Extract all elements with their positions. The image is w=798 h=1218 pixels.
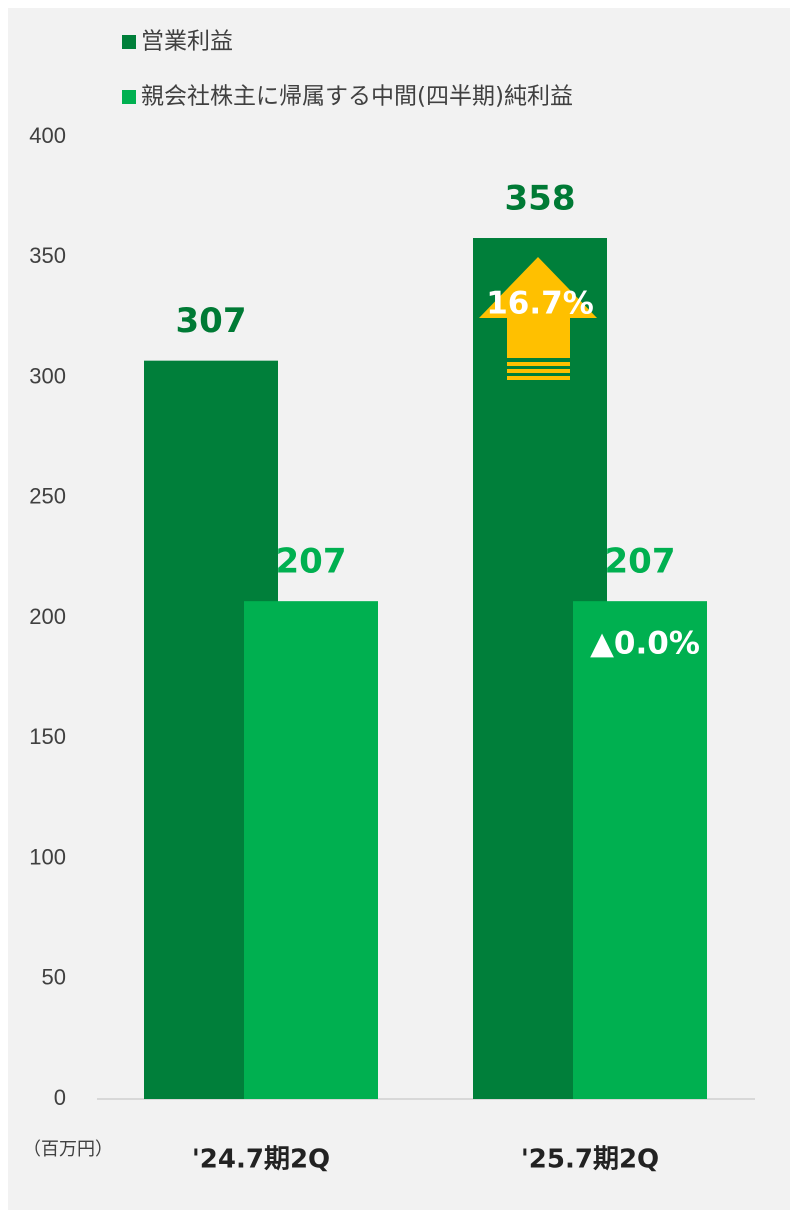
y-tick-label: 350 [29, 243, 66, 268]
x-tick-label: '25.7期2Q [521, 1145, 659, 1175]
y-tick-label: 150 [29, 724, 66, 749]
data-label: 358 [505, 179, 576, 219]
y-tick-label: 0 [54, 1085, 66, 1110]
legend-label: 営業利益 [141, 29, 233, 55]
y-tick-label: 400 [29, 123, 66, 148]
bar [244, 601, 378, 1099]
y-tick-label: 50 [42, 965, 66, 990]
legend-label: 親会社株主に帰属する中間(四半期)純利益 [141, 84, 573, 110]
arrow-stripe [507, 362, 570, 366]
data-label: 207 [276, 542, 347, 582]
bar [573, 601, 707, 1099]
arrow-body [479, 257, 597, 358]
x-tick-label: '24.7期2Q [192, 1145, 330, 1175]
annotation: 16.7% [486, 286, 594, 322]
y-tick-label: 300 [29, 363, 66, 388]
arrow-stripe [507, 369, 570, 373]
data-label: 307 [176, 301, 247, 341]
annotation: ▲0.0% [590, 626, 700, 662]
arrow-stripe [507, 376, 570, 380]
unit-label: （百万円） [23, 1139, 113, 1160]
legend-swatch [122, 35, 136, 49]
y-tick-label: 100 [29, 844, 66, 869]
increase-arrow [479, 257, 597, 380]
data-label: 207 [605, 542, 676, 582]
y-tick-label: 200 [29, 604, 66, 629]
legend-swatch [122, 90, 136, 104]
y-tick-label: 250 [29, 484, 66, 509]
